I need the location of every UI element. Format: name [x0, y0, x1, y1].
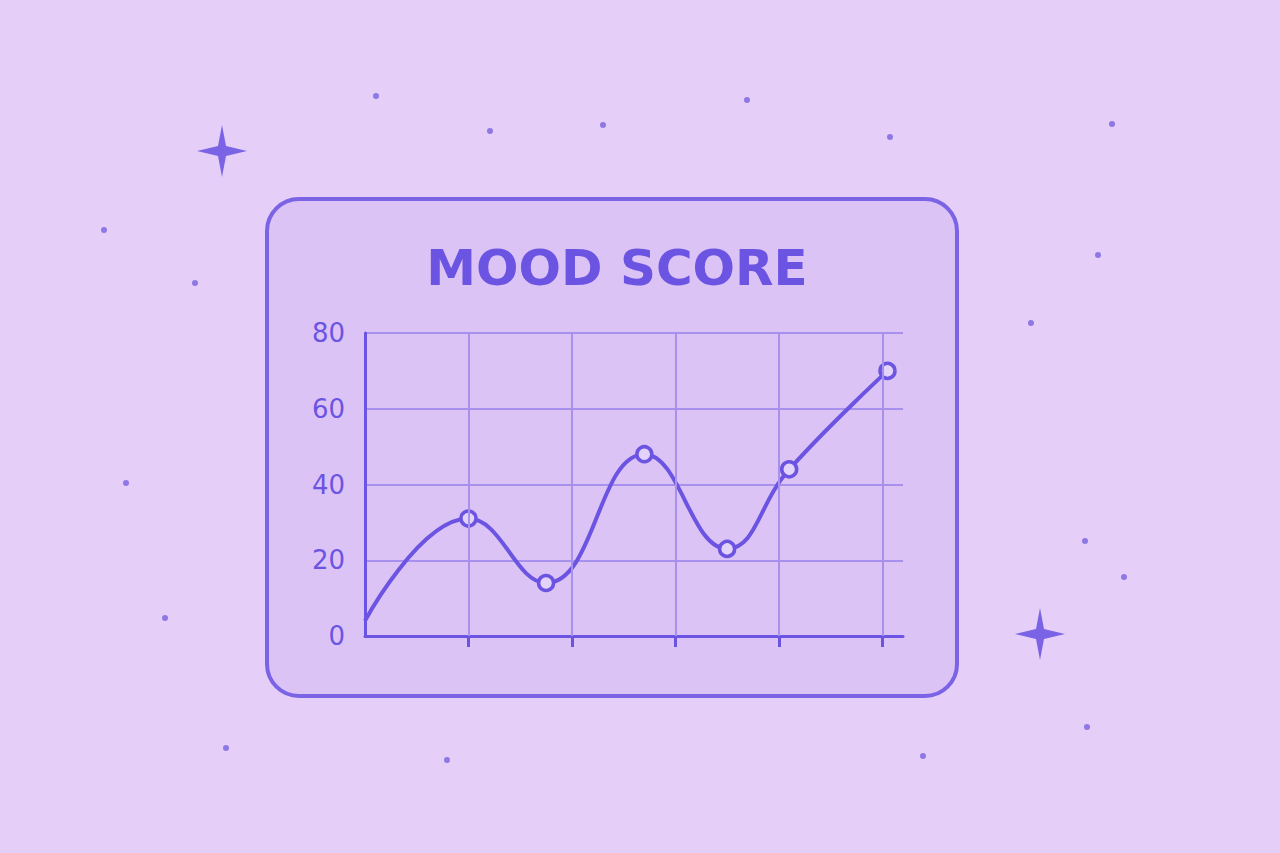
svg-text:80: 80 [312, 318, 345, 348]
svg-text:40: 40 [312, 470, 345, 500]
svg-text:MOOD SCORE: MOOD SCORE [426, 239, 808, 297]
svg-text:20: 20 [312, 545, 345, 575]
svg-text:0: 0 [328, 621, 345, 651]
svg-text:60: 60 [312, 394, 345, 424]
